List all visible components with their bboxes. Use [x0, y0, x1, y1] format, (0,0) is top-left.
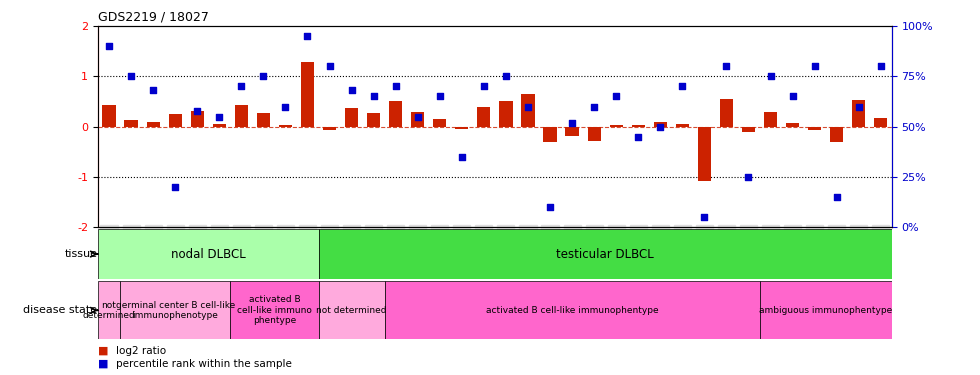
- Bar: [853, 100, 865, 127]
- Bar: [98, 229, 318, 279]
- Bar: [318, 229, 892, 279]
- Point: [476, 84, 492, 90]
- Text: nodal DLBCL: nodal DLBCL: [171, 248, 246, 261]
- Bar: [477, 106, 491, 127]
- Bar: [169, 114, 182, 127]
- Text: log2 ratio: log2 ratio: [116, 346, 166, 355]
- Text: disease state: disease state: [24, 305, 98, 315]
- Point: [321, 63, 337, 69]
- Bar: [500, 102, 513, 127]
- Point: [212, 114, 227, 120]
- Point: [851, 104, 866, 110]
- Point: [807, 63, 822, 69]
- Point: [542, 204, 558, 210]
- Text: testicular DLBCL: testicular DLBCL: [557, 248, 654, 261]
- Bar: [565, 127, 578, 136]
- Bar: [147, 122, 160, 127]
- Point: [256, 74, 271, 80]
- Text: not determined: not determined: [317, 306, 387, 315]
- Bar: [103, 105, 116, 127]
- Bar: [367, 112, 380, 127]
- Bar: [719, 99, 733, 127]
- Bar: [455, 127, 468, 129]
- Text: ambiguous immunophentype: ambiguous immunophentype: [760, 306, 892, 315]
- Point: [101, 44, 117, 50]
- Point: [145, 87, 161, 93]
- Bar: [98, 281, 120, 339]
- Text: activated B
cell-like immuno
phentype: activated B cell-like immuno phentype: [237, 296, 312, 325]
- Point: [697, 214, 712, 220]
- Point: [586, 104, 602, 110]
- Point: [762, 74, 778, 80]
- Text: germinal center B cell-like
immunophenotype: germinal center B cell-like immunophenot…: [116, 301, 235, 320]
- Point: [189, 108, 205, 114]
- Bar: [235, 105, 248, 127]
- Point: [123, 74, 139, 80]
- Point: [498, 74, 514, 80]
- Point: [718, 63, 734, 69]
- Point: [366, 93, 381, 99]
- Text: percentile rank within the sample: percentile rank within the sample: [116, 359, 291, 369]
- Point: [344, 87, 360, 93]
- Point: [432, 93, 448, 99]
- Text: activated B cell-like immunophentype: activated B cell-like immunophentype: [486, 306, 659, 315]
- Point: [564, 120, 580, 126]
- Point: [520, 104, 536, 110]
- Bar: [808, 127, 821, 130]
- Text: ■: ■: [98, 346, 109, 355]
- Bar: [318, 281, 385, 339]
- Point: [873, 63, 889, 69]
- Point: [410, 114, 425, 120]
- Bar: [385, 281, 760, 339]
- Point: [277, 104, 293, 110]
- Bar: [631, 124, 645, 127]
- Bar: [786, 123, 800, 127]
- Text: GDS2219 / 18027: GDS2219 / 18027: [98, 11, 209, 24]
- Bar: [521, 94, 535, 127]
- Text: ■: ■: [98, 359, 109, 369]
- Point: [674, 84, 690, 90]
- Point: [630, 134, 646, 140]
- Bar: [190, 111, 204, 127]
- Point: [609, 93, 624, 99]
- Point: [388, 84, 404, 90]
- Bar: [433, 119, 447, 127]
- Bar: [676, 123, 689, 127]
- Point: [454, 154, 469, 160]
- Bar: [760, 281, 892, 339]
- Point: [233, 84, 249, 90]
- Bar: [874, 117, 888, 127]
- Point: [785, 93, 801, 99]
- Point: [829, 194, 845, 200]
- Bar: [121, 281, 230, 339]
- Point: [168, 184, 183, 190]
- Bar: [742, 127, 756, 132]
- Text: tissue: tissue: [65, 249, 98, 259]
- Bar: [654, 122, 666, 127]
- Bar: [412, 111, 424, 127]
- Bar: [698, 127, 711, 181]
- Bar: [345, 108, 359, 127]
- Bar: [279, 124, 292, 127]
- Bar: [588, 127, 601, 141]
- Bar: [257, 112, 270, 127]
- Point: [653, 124, 668, 130]
- Bar: [322, 127, 336, 130]
- Bar: [764, 111, 777, 127]
- Bar: [389, 102, 403, 127]
- Bar: [213, 124, 225, 127]
- Point: [300, 33, 316, 39]
- Bar: [543, 127, 557, 142]
- Bar: [230, 281, 318, 339]
- Point: [741, 174, 757, 180]
- Text: not
determined: not determined: [82, 301, 135, 320]
- Bar: [830, 127, 843, 142]
- Bar: [610, 124, 623, 127]
- Bar: [124, 120, 137, 127]
- Bar: [301, 62, 314, 127]
